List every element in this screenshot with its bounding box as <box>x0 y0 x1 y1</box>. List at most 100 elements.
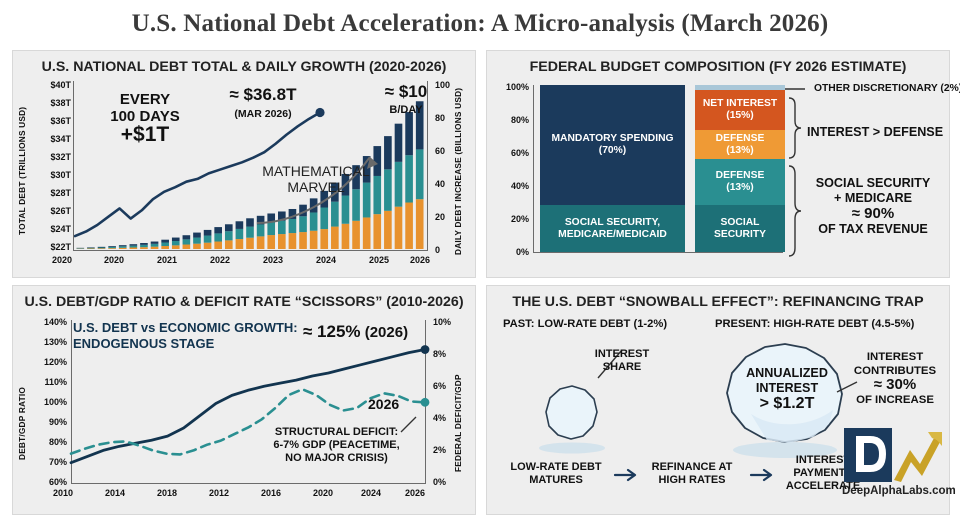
flow-step-1: LOW-RATE DEBT MATURES <box>501 461 611 487</box>
daily-increase-bar-segment <box>256 236 265 249</box>
arrow-glyph <box>613 468 637 482</box>
gdp-tick-110: 110% <box>44 377 67 387</box>
logo-caption: DeepAlphaLabs.com <box>842 485 956 497</box>
daily-increase-bar-segment <box>267 213 276 223</box>
tl-left-axis <box>73 81 75 251</box>
gdp-tick-90: 90% <box>48 417 67 427</box>
gdp-tick-60: 60% <box>48 477 67 487</box>
daily-increase-bar-segment <box>246 226 254 238</box>
every-line2: 100 DAYS <box>110 108 180 125</box>
debt-total-plot <box>73 101 424 249</box>
daily-increase-bar-segment <box>341 223 350 249</box>
daily-increase-bar-segment <box>415 149 424 200</box>
flow1-line2: MATURES <box>529 474 583 486</box>
head-line2: ENDOGENOUS STAGE <box>73 336 215 351</box>
panel-title-budget: FEDERAL BUDGET COMPOSITION (FY 2026 ESTI… <box>529 59 907 75</box>
daily-increase-bar-segment <box>214 227 222 234</box>
leader-line <box>836 381 858 393</box>
daily-increase-bar-segment <box>118 246 127 248</box>
x-tick-4: 2023 <box>263 255 284 265</box>
every-line1: EVERY <box>119 91 171 108</box>
deficit-tick-10: 10% <box>433 317 452 327</box>
ss-line1: SOCIAL SECURITY <box>815 176 931 190</box>
panel-title-debt-total: U.S. NATIONAL DEBT TOTAL & DAILY GROWTH … <box>41 59 447 75</box>
label-interest-share: INTEREST SHARE <box>567 348 677 374</box>
y-tick-36t: $36T <box>50 116 71 126</box>
daily-increase-bar-segment <box>394 161 403 207</box>
daily-increase-bar-segment <box>362 156 371 183</box>
label-past-low-rate: PAST: LOW-RATE DEBT (1-2%) <box>503 318 668 330</box>
debt-gdp-plot <box>69 345 430 465</box>
y-tick-22t: $22T <box>50 242 71 252</box>
daily-increase-bar-segment <box>331 226 339 249</box>
flow3-line1: INTEREST <box>795 454 851 466</box>
y2-tick-80: 80 <box>435 113 446 123</box>
leader-line <box>597 349 623 379</box>
callout-ss-medicare: SOCIAL SECURITY + MEDICARE ≈ 90% OF TAX … <box>803 176 943 237</box>
brand-logo: DeepAlphaLabs.com <box>842 426 956 497</box>
daily-increase-bar-segment <box>309 230 318 249</box>
seg-value: (13%) <box>726 182 754 193</box>
daily-increase-bar-segment <box>171 245 180 249</box>
daily-increase-bar-segment <box>140 244 148 248</box>
daily-increase-bar-segment <box>288 208 297 219</box>
daily-increase-bar-segment <box>352 220 360 249</box>
daily-increase-bar-segment <box>129 244 138 246</box>
gdp-tick-70: 70% <box>48 457 67 467</box>
daily-increase-bar-segment <box>87 247 95 248</box>
ss-line2: + MEDICARE <box>833 191 913 205</box>
deficit-tick-2: 2% <box>433 445 447 455</box>
callout-other-discretionary: OTHER DISCRETIONARY (2%) <box>814 83 960 94</box>
y-tick-40t: $40T <box>50 80 71 90</box>
end-value: ≈ 125% <box>303 322 361 341</box>
daily-increase-bar-segment <box>161 239 169 243</box>
daily-increase-bar-segment <box>309 212 318 231</box>
daily-increase-bar-segment <box>352 165 360 190</box>
gdp-x-tick-7: 2026 <box>405 488 426 498</box>
flow-step-3: INTEREST PAYMENTS ACCELERATE <box>773 454 873 493</box>
peak-value: ≈ $36.8T <box>229 85 297 104</box>
callout-interest-gt-defense: INTEREST > DEFENSE <box>807 125 944 139</box>
small-snowball-icon <box>539 385 605 454</box>
y2-axis-label-deficit-gdp: FEDERAL DEFICIT/GDP <box>453 374 463 472</box>
daily-increase-bar-segment <box>150 246 159 249</box>
flow-arrow-1-icon <box>613 468 637 482</box>
daily-increase-bar-segment <box>118 247 127 249</box>
daily-increase-bar-segment <box>193 243 201 249</box>
panel-snowball: THE U.S. DEBT “SNOWBALL EFFECT”: REFINAN… <box>486 285 956 515</box>
segment-defense-revenue: DEFENSE (13%) <box>695 130 785 159</box>
y-tick-38t: $38T <box>50 98 71 108</box>
gdp-tick-130: 130% <box>43 337 67 347</box>
annotation-every-100-days: EVERY 100 DAYS +$1T <box>85 91 205 145</box>
deficit-leader-line <box>400 416 417 433</box>
daily-increase-bar-segment <box>182 244 191 249</box>
daily-increase-bar-segment <box>394 206 403 249</box>
flow-arrow-2-icon <box>749 468 773 482</box>
gdp-tick-80: 80% <box>48 437 67 447</box>
snowball-shadow <box>733 442 837 458</box>
daily-increase-bar-segment <box>415 101 424 150</box>
panel-debt-gdp: U.S. DEBT/GDP RATIO & DEFICIT RATE “SCIS… <box>12 285 476 515</box>
daily-increase-bar-segment <box>161 246 169 249</box>
gdp-x-tick-1: 2014 <box>105 488 126 498</box>
deficit-endpoint-dot <box>420 397 430 407</box>
daily-increase-bar-segment <box>246 218 254 227</box>
segment-social-security: SOCIAL SECURITY <box>695 205 785 252</box>
annotation-mathematical-marvel: MATHEMATICAL MARVEL <box>251 163 381 195</box>
daily-increase-bar-segment <box>320 190 329 208</box>
daily-increase-bar-segment <box>331 182 339 202</box>
flow3-line2: PAYMENTS <box>793 467 853 479</box>
deficit-tick-4: 4% <box>433 413 447 423</box>
daily-increase-bar-segment <box>288 218 297 234</box>
budget-callout-leaders <box>785 88 805 257</box>
seg-label: DEFENSE <box>715 132 765 144</box>
budget-x-axis <box>533 252 783 254</box>
segment-other-discretionary <box>695 85 785 90</box>
daily-increase-bar-segment <box>171 237 180 242</box>
snowball-shadow <box>539 442 605 454</box>
interest-share-leader <box>597 349 623 379</box>
seg-label: MANDATORY SPENDING <box>551 133 674 144</box>
daily-increase-bar-segment <box>405 155 413 203</box>
daily-value: ≈ $10 <box>384 82 428 101</box>
daily-increase-bar-segment <box>97 248 106 249</box>
